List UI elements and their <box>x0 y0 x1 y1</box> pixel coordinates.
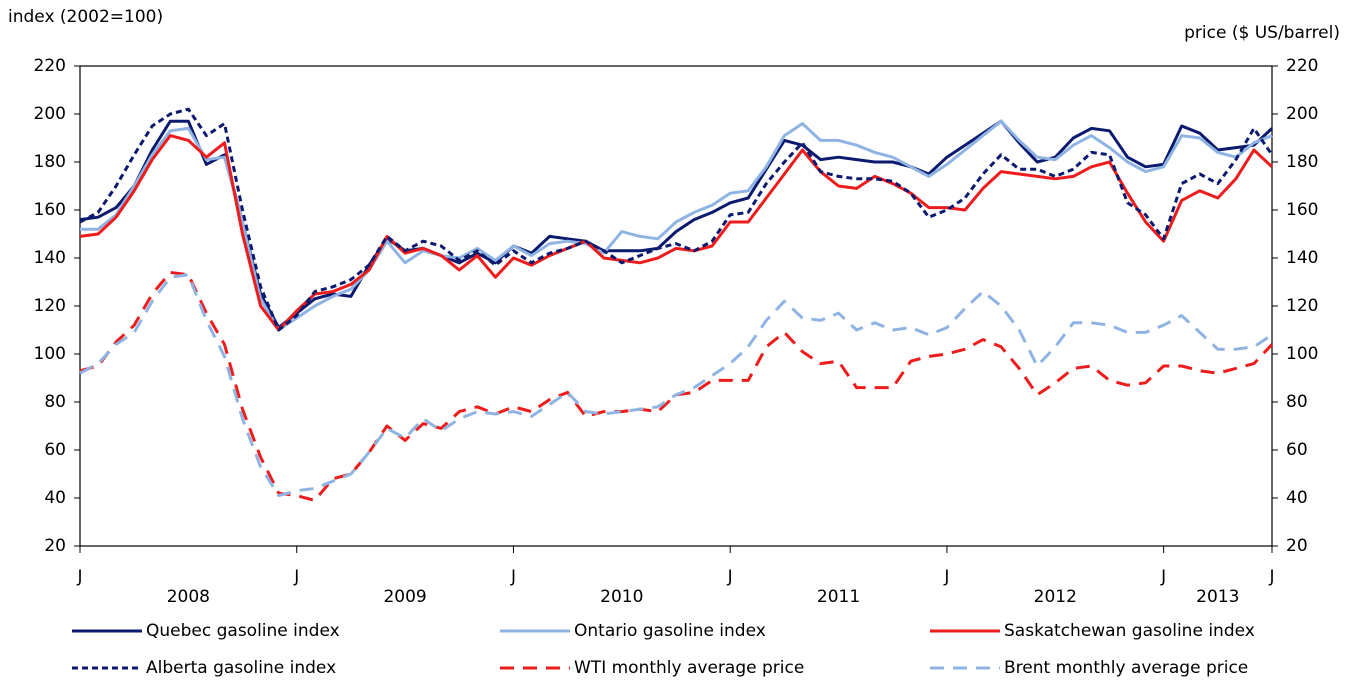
y2-tick-label: 100 <box>1286 344 1318 364</box>
y2-tick-label: 20 <box>1286 536 1308 556</box>
year-label: 2012 <box>1034 587 1077 607</box>
legend-label: Quebec gasoline index <box>146 621 340 641</box>
y2-tick-label: 220 <box>1286 56 1318 76</box>
year-label: 2010 <box>600 587 643 607</box>
y2-tick-label: 80 <box>1286 392 1308 412</box>
x-tick-label: J <box>727 567 733 587</box>
y-tick-label: 100 <box>34 344 66 364</box>
y2-tick-label: 200 <box>1286 104 1318 124</box>
legend-label: Saskatchewan gasoline index <box>1004 621 1255 641</box>
y-tick-label: 160 <box>34 200 66 220</box>
y2-tick-label: 40 <box>1286 488 1308 508</box>
legend-label: Alberta gasoline index <box>146 658 336 678</box>
x-tick-label: J <box>510 567 516 587</box>
series-line <box>79 270 1274 502</box>
x-tick-label: J <box>76 567 82 587</box>
legend-label: Ontario gasoline index <box>574 621 766 641</box>
y-tick-label: 60 <box>44 440 66 460</box>
y-tick-label: 120 <box>34 296 66 316</box>
year-label: 2011 <box>817 587 860 607</box>
x-tick-label: J <box>1268 567 1274 587</box>
y2-tick-label: 120 <box>1286 296 1318 316</box>
y-tick-label: 140 <box>34 248 66 268</box>
y-tick-label: 200 <box>34 104 66 124</box>
y-tick-label: 20 <box>44 536 66 556</box>
year-label: 2008 <box>167 587 210 607</box>
y-tick-label: 180 <box>34 152 66 172</box>
y2-axis-label: price ($ US/barrel) <box>1184 23 1340 43</box>
year-label: 2009 <box>383 587 426 607</box>
x-tick-label: J <box>943 567 949 587</box>
series-line <box>79 107 1274 332</box>
legend-label: WTI monthly average price <box>574 658 804 678</box>
legend-label: Brent monthly average price <box>1004 658 1248 678</box>
series-line <box>79 273 1273 498</box>
y-tick-label: 220 <box>34 56 66 76</box>
y-tick-label: 40 <box>44 488 66 508</box>
x-tick-label: J <box>293 567 299 587</box>
x-tick-label: J <box>1160 567 1166 587</box>
year-label: 2013 <box>1196 587 1239 607</box>
y-tick-label: 80 <box>44 392 66 412</box>
y-axis-label: index (2002=100) <box>8 7 163 27</box>
y2-tick-label: 160 <box>1286 200 1318 220</box>
y2-tick-label: 180 <box>1286 152 1318 172</box>
y2-tick-label: 60 <box>1286 440 1308 460</box>
y2-tick-label: 140 <box>1286 248 1318 268</box>
